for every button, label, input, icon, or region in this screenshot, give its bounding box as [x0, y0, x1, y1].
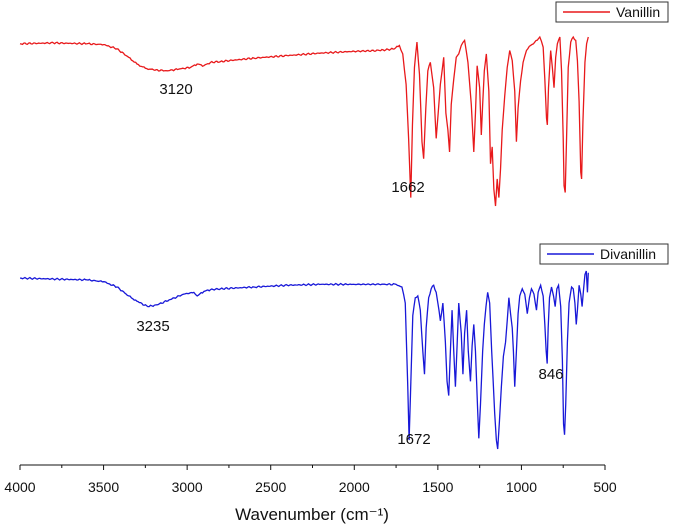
- divanillin-legend-box: [539, 243, 669, 265]
- x-axis: 4000 3500 3000 2500 2000 1500 1000 500 Wavenumb…: [4, 464, 617, 524]
- x-tick-label-3000: 3000: [172, 479, 203, 495]
- vanillin-legend-label: Vanillin: [616, 4, 660, 20]
- vanillin-peak-label-3120: 3120: [159, 81, 192, 98]
- divanillin-legend-label: Divanillin: [600, 246, 656, 262]
- divanillin-legend: Divanillin: [539, 243, 669, 265]
- x-tick-label-3500: 3500: [88, 479, 119, 495]
- vanillin-peak-label-1662: 1662: [391, 179, 424, 196]
- x-axis-ticks: 4000 3500 3000 2500 2000 1500 1000 500: [4, 465, 617, 495]
- vanillin-legend-box: [555, 1, 669, 23]
- x-tick-label-2000: 2000: [339, 479, 370, 495]
- x-tick-label-1000: 1000: [506, 479, 537, 495]
- divanillin-peak-label-1672: 1672: [397, 431, 430, 448]
- x-tick-label-2500: 2500: [255, 479, 286, 495]
- x-tick-label-1500: 1500: [422, 479, 453, 495]
- x-axis-title: Wavenumber (cm⁻¹): [235, 505, 389, 524]
- divanillin-peak-label-846: 846: [538, 366, 563, 383]
- vanillin-legend: Vanillin: [555, 1, 669, 23]
- divanillin-spectrum-line: [20, 270, 589, 450]
- x-tick-label-4000: 4000: [4, 479, 35, 495]
- vanillin-spectrum-line: [19, 35, 589, 207]
- vanillin-panel: Vanillin 3120 1662: [19, 1, 669, 207]
- divanillin-peak-label-3235: 3235: [136, 318, 169, 335]
- divanillin-panel: Divanillin 3235 1672 846: [20, 243, 669, 450]
- x-tick-label-500: 500: [593, 479, 617, 495]
